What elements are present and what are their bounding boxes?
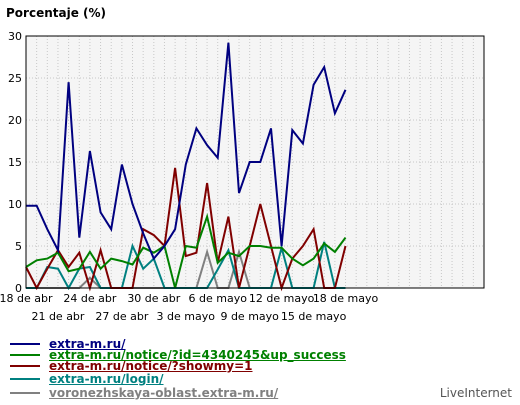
legend-swatch-2: [10, 365, 40, 367]
legend-link-notice-up-success[interactable]: extra-m.ru/notice/?id=4340245&up_success: [49, 348, 346, 362]
y-tick-label: 15: [8, 156, 22, 169]
legend-swatch-3: [10, 378, 40, 380]
x-tick-label: 24 de abr: [63, 292, 116, 305]
x-tick-label: 12 de mayo: [249, 292, 315, 305]
gridlines: [26, 36, 484, 288]
x-tick-label: 30 de abr: [127, 292, 180, 305]
y-tick-labels: 0 5 10 15 20 25 30: [8, 30, 22, 295]
x-tick-label: 18 de mayo: [313, 292, 379, 305]
x-tick-label: 15 de mayo: [281, 310, 347, 323]
legend-item-0[interactable]: extra-m.ru/: [10, 337, 126, 351]
y-tick-label: 0: [15, 282, 22, 295]
line-chart: Porcentaje (%) 0 5 10 15 20 25 30 18 de abr 21 …: [0, 6, 485, 323]
legend-item-4[interactable]: voronezhskaya-oblast.extra-m.ru/: [10, 386, 278, 400]
legend-item-2[interactable]: extra-m.ru/notice/?showmy=1: [10, 359, 253, 373]
x-tick-label: 9 de mayo: [220, 310, 279, 323]
legend-item-1[interactable]: extra-m.ru/notice/?id=4340245&up_success: [10, 348, 346, 362]
plot-frame: [25, 35, 485, 289]
x-tick-label: 6 de mayo: [189, 292, 248, 305]
legend-link-extra-m-ru[interactable]: extra-m.ru/: [49, 337, 126, 351]
y-tick-label: 30: [8, 30, 22, 43]
y-tick-label: 20: [8, 114, 22, 127]
y-axis-title: Porcentaje (%): [6, 6, 106, 20]
x-tick-labels: 18 de abr 21 de abr 24 de abr 27 de abr 30 d…: [0, 292, 379, 323]
legend-swatch-4: [10, 392, 40, 394]
x-tick-label: 3 de mayo: [157, 310, 216, 323]
y-tick-label: 25: [8, 72, 22, 85]
legend-swatch-1: [10, 354, 40, 356]
legend-link-voronezhskaya[interactable]: voronezhskaya-oblast.extra-m.ru/: [49, 386, 279, 400]
y-tick-label: 5: [15, 240, 22, 253]
x-tick-label: 18 de abr: [0, 292, 53, 305]
y-tick-label: 10: [8, 198, 22, 211]
series-line-0: [26, 42, 347, 261]
legend-link-notice-showmy[interactable]: extra-m.ru/notice/?showmy=1: [49, 359, 253, 373]
x-tick-label: 21 de abr: [31, 310, 84, 323]
liveinternet-brand: LiveInternet: [439, 386, 512, 400]
legend-swatch-0: [10, 343, 40, 345]
legend-link-login[interactable]: extra-m.ru/login/: [49, 372, 164, 386]
x-tick-label: 27 de abr: [95, 310, 148, 323]
series-line-1: [25, 212, 347, 289]
legend-item-3[interactable]: extra-m.ru/login/: [10, 372, 164, 386]
